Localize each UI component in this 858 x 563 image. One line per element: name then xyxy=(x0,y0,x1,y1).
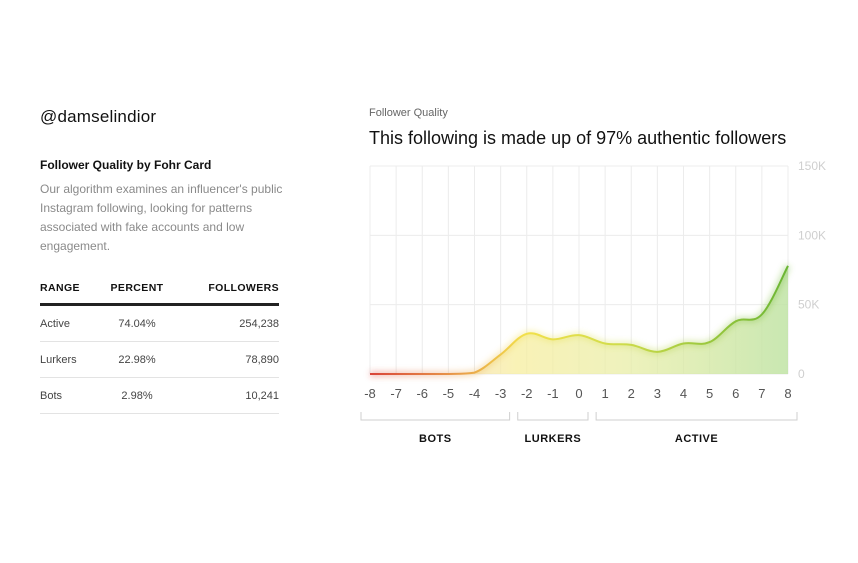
group-bracket xyxy=(360,412,511,421)
x-tick-label: 5 xyxy=(706,386,713,401)
x-tick-label: -3 xyxy=(495,386,507,401)
x-tick-label: 3 xyxy=(654,386,661,401)
row-percent: 74.04% xyxy=(98,304,176,342)
x-tick-label: -5 xyxy=(443,386,455,401)
table-row: Active 74.04% 254,238 xyxy=(40,304,279,342)
x-tick-label: 4 xyxy=(680,386,687,401)
y-tick-label: 50K xyxy=(798,298,819,312)
x-tick-label: -6 xyxy=(416,386,428,401)
x-tick-label: -7 xyxy=(390,386,402,401)
x-tick-label: -1 xyxy=(547,386,559,401)
profile-handle: @damselindior xyxy=(40,107,157,126)
y-tick-label: 100K xyxy=(798,228,826,242)
table-row: Lurkers 22.98% 78,890 xyxy=(40,341,279,378)
table-header-row: RANGE PERCENT FOLLOWERS xyxy=(40,282,279,306)
chart-title: This following is made up of 97% authent… xyxy=(369,128,787,148)
y-tick-label: 0 xyxy=(798,367,805,381)
x-tick-label: -8 xyxy=(364,386,376,401)
header-percent: PERCENT xyxy=(98,282,176,306)
row-percent: 22.98% xyxy=(98,341,176,378)
x-tick-label: 1 xyxy=(602,386,609,401)
x-tick-label: 6 xyxy=(732,386,739,401)
x-tick-label: 2 xyxy=(628,386,635,401)
x-tick-label: -4 xyxy=(469,386,481,401)
group-label: ACTIVE xyxy=(675,433,718,445)
group-bracket xyxy=(595,412,798,421)
row-followers: 254,238 xyxy=(175,304,279,342)
x-tick-label: 8 xyxy=(784,386,791,401)
header-followers: FOLLOWERS xyxy=(175,282,279,306)
series-area xyxy=(370,265,788,374)
row-range: Active xyxy=(40,304,99,342)
quality-table: RANGE PERCENT FOLLOWERS Active 74.04% 25… xyxy=(40,282,279,414)
table-row: Bots 2.98% 10,241 xyxy=(40,377,279,414)
row-percent: 2.98% xyxy=(98,377,176,414)
row-followers: 78,890 xyxy=(175,341,279,378)
row-range: Bots xyxy=(40,377,99,414)
chart-label: Follower Quality xyxy=(369,107,448,119)
y-tick-label: 150K xyxy=(798,159,826,173)
group-bracket xyxy=(517,412,589,421)
card-title: Follower Quality by Fohr Card xyxy=(40,158,212,172)
x-tick-label: 7 xyxy=(758,386,765,401)
series-line xyxy=(369,265,789,376)
card-description: Our algorithm examines an influencer's p… xyxy=(40,182,283,253)
group-label: BOTS xyxy=(419,433,452,445)
group-label: LURKERS xyxy=(525,433,582,445)
header-range: RANGE xyxy=(40,282,99,306)
row-range: Lurkers xyxy=(40,341,99,378)
row-followers: 10,241 xyxy=(175,377,279,414)
x-tick-label: -2 xyxy=(521,386,533,401)
x-tick-label: 0 xyxy=(575,386,582,401)
